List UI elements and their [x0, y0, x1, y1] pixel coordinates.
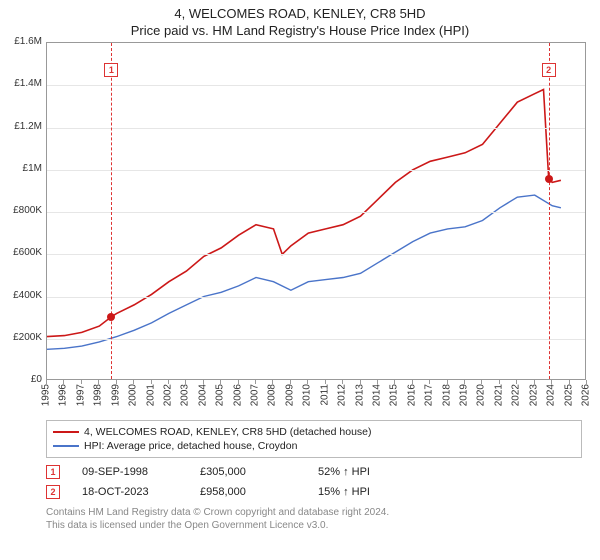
event-date: 18-OCT-2023	[82, 486, 178, 498]
x-tick-label: 2023	[528, 384, 539, 406]
legend-label: 4, WELCOMES ROAD, KENLEY, CR8 5HD (detac…	[84, 426, 372, 438]
series-hpi	[47, 195, 561, 349]
footer-line: This data is licensed under the Open Gov…	[46, 519, 582, 532]
x-tick-label: 2004	[197, 384, 208, 406]
x-tick-label: 2007	[250, 384, 261, 406]
legend-row: 4, WELCOMES ROAD, KENLEY, CR8 5HD (detac…	[53, 425, 575, 439]
legend-swatch	[53, 431, 79, 433]
x-tick-label: 2011	[319, 384, 330, 406]
gridline	[47, 254, 585, 255]
gridline	[47, 212, 585, 213]
legend-swatch	[53, 445, 79, 447]
chart-title-2: Price paid vs. HM Land Registry's House …	[0, 21, 600, 42]
x-tick-label: 1996	[58, 384, 69, 406]
x-tick-label: 2003	[180, 384, 191, 406]
event-date: 09-SEP-1998	[82, 466, 178, 478]
y-tick-label: £400K	[0, 290, 42, 301]
x-tick-label: 2022	[511, 384, 522, 406]
gridline	[47, 297, 585, 298]
x-tick-label: 2016	[406, 384, 417, 406]
x-tick-label: 1999	[110, 384, 121, 406]
gridline	[47, 128, 585, 129]
event-row: 1 09-SEP-1998 £305,000 52% ↑ HPI	[46, 462, 582, 482]
data-point	[545, 175, 553, 183]
x-tick-label: 1995	[41, 384, 52, 406]
legend: 4, WELCOMES ROAD, KENLEY, CR8 5HD (detac…	[46, 420, 582, 458]
x-tick-label: 2021	[493, 384, 504, 406]
x-tick-label: 2018	[441, 384, 452, 406]
vertical-marker	[111, 43, 112, 379]
legend-label: HPI: Average price, detached house, Croy…	[84, 440, 297, 452]
y-tick-label: £200K	[0, 332, 42, 343]
x-tick-label: 2005	[215, 384, 226, 406]
y-tick-label: £1.2M	[0, 121, 42, 132]
vertical-marker	[549, 43, 550, 379]
x-tick-label: 2024	[546, 384, 557, 406]
events-table: 1 09-SEP-1998 £305,000 52% ↑ HPI 2 18-OC…	[46, 462, 582, 502]
x-tick-label: 2020	[476, 384, 487, 406]
x-tick-label: 1997	[75, 384, 86, 406]
x-tick-label: 2015	[389, 384, 400, 406]
event-delta: 52% ↑ HPI	[318, 466, 414, 478]
event-marker-icon: 2	[46, 485, 60, 499]
y-tick-label: £1.4M	[0, 78, 42, 89]
plot-wrap: £0£200K£400K£600K£800K£1M£1.2M£1.4M£1.6M…	[0, 42, 600, 414]
event-price: £305,000	[200, 466, 296, 478]
x-tick-label: 2010	[302, 384, 313, 406]
y-tick-label: £1M	[0, 163, 42, 174]
y-tick-label: £600K	[0, 247, 42, 258]
plot-area: 12	[46, 42, 586, 380]
event-row: 2 18-OCT-2023 £958,000 15% ↑ HPI	[46, 482, 582, 502]
x-tick-label: 2009	[284, 384, 295, 406]
x-tick-label: 2001	[145, 384, 156, 406]
marker-box: 1	[104, 63, 118, 77]
gridline	[47, 85, 585, 86]
x-tick-label: 2008	[267, 384, 278, 406]
x-tick-label: 2017	[424, 384, 435, 406]
x-axis: 1995199619971998199920002001200220032004…	[46, 380, 586, 414]
x-tick-label: 2000	[128, 384, 139, 406]
footer-line: Contains HM Land Registry data © Crown c…	[46, 506, 582, 519]
gridline	[47, 339, 585, 340]
event-marker-icon: 1	[46, 465, 60, 479]
x-tick-label: 2002	[162, 384, 173, 406]
y-tick-label: £1.6M	[0, 36, 42, 47]
footer: Contains HM Land Registry data © Crown c…	[46, 506, 582, 532]
event-price: £958,000	[200, 486, 296, 498]
gridline	[47, 170, 585, 171]
legend-row: HPI: Average price, detached house, Croy…	[53, 439, 575, 453]
x-tick-label: 2026	[581, 384, 592, 406]
x-tick-label: 1998	[93, 384, 104, 406]
x-tick-label: 2014	[371, 384, 382, 406]
event-delta: 15% ↑ HPI	[318, 486, 414, 498]
y-tick-label: £800K	[0, 205, 42, 216]
data-point	[107, 313, 115, 321]
x-tick-label: 2025	[563, 384, 574, 406]
y-tick-label: £0	[0, 374, 42, 385]
x-tick-label: 2012	[337, 384, 348, 406]
x-tick-label: 2013	[354, 384, 365, 406]
x-tick-label: 2006	[232, 384, 243, 406]
marker-box: 2	[542, 63, 556, 77]
x-tick-label: 2019	[459, 384, 470, 406]
chart-title-1: 4, WELCOMES ROAD, KENLEY, CR8 5HD	[0, 0, 600, 21]
